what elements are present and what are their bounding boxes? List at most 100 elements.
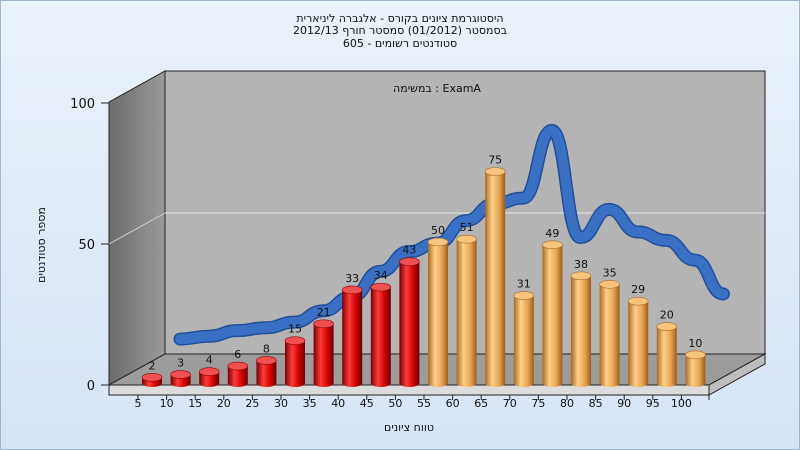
y-tick-label-1: 50 (78, 238, 95, 253)
bar-top (170, 370, 191, 379)
bar-body (685, 354, 706, 387)
bar-15: 4 (198, 354, 220, 387)
bar-body (542, 244, 563, 387)
bar-top (656, 322, 678, 331)
bar-10: 3 (170, 357, 191, 387)
x-tick-label: 5 (135, 397, 142, 410)
x-axis: 5 10 15 20 25 30 35 40 45 50 55 60 65 70 75 80 85 90 95 100 (135, 395, 710, 410)
data-label: 29 (631, 283, 645, 296)
bar-100: 10 (685, 337, 706, 387)
bar-top (256, 356, 277, 365)
data-label: 3 (177, 357, 184, 370)
x-tick-label: 65 (474, 397, 488, 410)
chart-title-line-2: בסמסטר (01/2012) סמסטר חורף 2012/13 (293, 24, 507, 37)
data-label: 8 (263, 342, 270, 355)
bar-body (456, 239, 477, 387)
bar-body (199, 371, 220, 387)
bar-body (399, 261, 420, 387)
bar-body (227, 366, 248, 387)
bar-body (428, 242, 448, 387)
x-tick-label: 40 (331, 397, 345, 410)
data-label: 43 (402, 244, 416, 257)
trend-curve (173, 123, 730, 346)
bar-90: 29 (627, 283, 649, 387)
bar-20: 6 (227, 348, 249, 387)
data-label: 35 (603, 266, 617, 279)
x-tick-label: 20 (217, 397, 231, 410)
bar-5: 2 (141, 359, 163, 387)
bar-top (198, 367, 220, 377)
bar-top (313, 319, 334, 329)
bar-body (513, 295, 534, 387)
y-axis-label: מספר סטודנטים (35, 207, 48, 283)
data-label: 75 (488, 154, 502, 167)
bar-body (256, 360, 277, 387)
bar-body (313, 323, 334, 387)
bar-top (227, 361, 249, 371)
data-label: 20 (660, 309, 674, 322)
x-tick-label: 55 (417, 397, 431, 410)
x-tick-label: 45 (360, 397, 374, 410)
bar-body (370, 287, 391, 387)
grid-lines (108, 212, 765, 245)
data-label: 15 (288, 323, 302, 336)
data-label: 10 (688, 337, 702, 350)
x-tick-label: 60 (446, 397, 460, 410)
bar-25: 8 (256, 342, 277, 387)
x-tick-label: 25 (245, 397, 259, 410)
data-label: 51 (460, 221, 474, 234)
y-tick-label-2: 100 (70, 97, 95, 112)
bar-75: 49 (542, 227, 563, 387)
bar-top (685, 350, 706, 360)
bar-35: 21 (313, 306, 334, 387)
bar-95: 20 (656, 309, 678, 387)
bar-body (628, 301, 649, 387)
x-tick-label: 80 (560, 397, 574, 410)
data-label: 21 (317, 306, 331, 319)
y-axis: 0 50 100 (70, 97, 109, 394)
data-label: 38 (574, 258, 588, 271)
bar-top (570, 271, 592, 281)
bar-45: 34 (370, 269, 392, 387)
trend-curve-line (175, 125, 729, 345)
annotation-label: במשימה : ExamA (393, 82, 481, 95)
bar-top (456, 234, 477, 244)
data-label: 4 (206, 354, 213, 367)
data-label: 2 (149, 359, 156, 372)
x-axis-label: טווח ציונים (384, 421, 434, 434)
bar-body (285, 340, 305, 387)
bar-30: 15 (284, 323, 306, 387)
bar-55: 50 (427, 224, 449, 387)
x-tick-label: 95 (646, 397, 660, 410)
bar-top (141, 373, 163, 382)
data-label: 31 (517, 278, 531, 291)
bar-top (427, 237, 449, 247)
bar-top (370, 282, 392, 292)
bar-40: 33 (341, 272, 363, 387)
x-tick-label: 35 (303, 397, 317, 410)
bar-60: 51 (456, 221, 477, 387)
x-tick-label: 10 (160, 397, 174, 410)
chart-title-line-3: 605 - סטודנטים רשומים (342, 37, 458, 50)
bar-top (542, 240, 563, 250)
bar-50: 43 (399, 244, 420, 387)
bar-body (571, 275, 591, 387)
bar-body (656, 326, 677, 387)
x-tick-label: 30 (274, 397, 288, 410)
bar-85: 35 (599, 266, 620, 387)
bar-top (484, 167, 506, 176)
bar-top (513, 291, 535, 300)
bar-body (599, 284, 620, 387)
bar-top (341, 285, 363, 295)
bar-65: 75 (484, 154, 506, 387)
x-tick-label: 100 (671, 397, 692, 410)
bar-70: 31 (513, 278, 535, 387)
x-tick-label: 50 (388, 397, 402, 410)
data-label: 50 (431, 224, 445, 237)
bar-top (399, 257, 420, 267)
y-tick-label-0: 0 (87, 379, 95, 394)
bar-body (485, 171, 506, 387)
x-tick-label: 90 (617, 397, 631, 410)
